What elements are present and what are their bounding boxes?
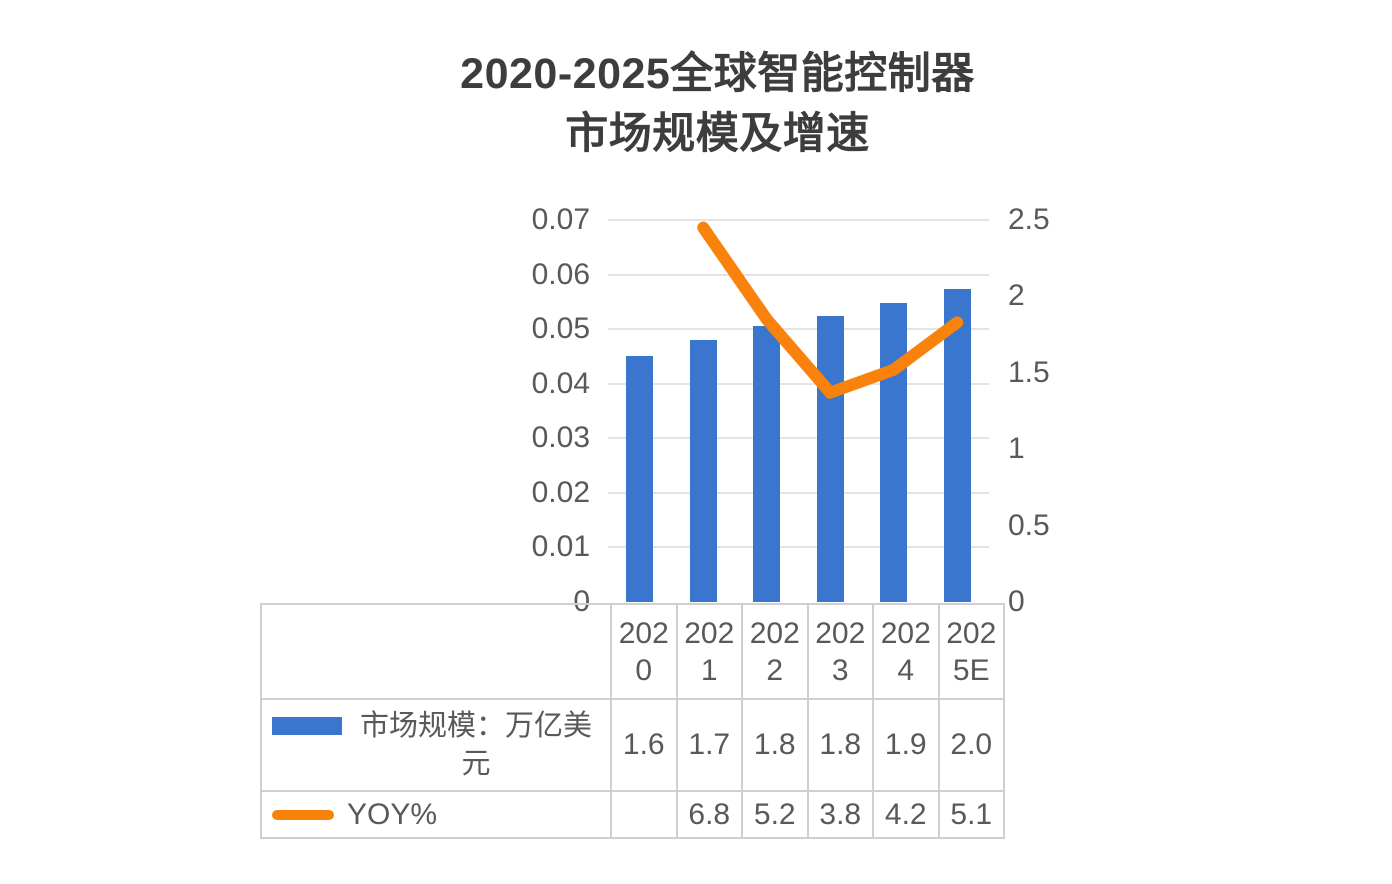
gridline <box>608 328 989 331</box>
bar-2022 <box>753 326 781 602</box>
legend-cell-yoy: YOY% <box>260 790 612 839</box>
yoy-value-2021: 6.8 <box>675 790 743 839</box>
yoy-legend-label: YOY% <box>347 797 438 831</box>
data-table: 2020 2021 2022 2023 2024 2025E 市场规模：万亿美元 1.6 1.7… <box>260 603 1005 839</box>
market-size-value-2024: 1.9 <box>872 698 940 792</box>
bar-2025E <box>943 288 971 602</box>
left-axis-tick: 0.05 <box>531 312 590 346</box>
right-axis-tick: 0.5 <box>1008 508 1050 542</box>
gridline <box>608 491 989 494</box>
chart-title-line1: 2020-2025全球智能控制器 <box>460 50 975 98</box>
yoy-value-2020 <box>610 790 678 839</box>
gridline <box>608 219 989 221</box>
category-cell-2024: 2024 <box>872 603 940 700</box>
right-axis-tick: 1 <box>1008 432 1025 466</box>
gridline <box>608 273 989 276</box>
yoy-value-2024: 4.2 <box>872 790 940 839</box>
bar-2023 <box>816 315 844 602</box>
yoy-value-2022: 5.2 <box>741 790 809 839</box>
category-cell-2021: 2021 <box>675 603 743 700</box>
gridline <box>608 437 989 440</box>
category-cell-2023: 2023 <box>806 603 874 700</box>
chart-title: 2020-2025全球智能控制器 市场规模及增速 <box>30 44 1392 164</box>
right-axis-tick: 2.5 <box>1008 203 1050 236</box>
left-axis-tick: 0.03 <box>531 421 590 455</box>
yoy-legend-swatch-icon <box>272 809 334 820</box>
yoy-value-2023: 3.8 <box>806 790 874 839</box>
yoy-value-2025E: 5.1 <box>937 790 1005 839</box>
left-axis-tick: 0.06 <box>531 257 590 291</box>
gridline <box>608 546 989 549</box>
market-size-value-2023: 1.8 <box>806 698 874 792</box>
bar-2024 <box>880 303 908 602</box>
gridline <box>608 382 989 385</box>
bar-2021 <box>689 340 717 602</box>
right-axis-tick: 2 <box>1008 279 1025 313</box>
market-size-value-2022: 1.8 <box>741 698 809 792</box>
market-size-value-2025E: 2.0 <box>937 698 1005 792</box>
market-size-legend-label: 市场规模：万亿美元 <box>359 710 592 780</box>
market-size-value-2021: 1.7 <box>675 698 743 792</box>
left-axis-tick: 0.02 <box>531 475 590 509</box>
left-axis-tick: 0.07 <box>531 203 590 236</box>
right-axis-tick: 0 <box>1008 585 1025 618</box>
left-axis-tick: 0.01 <box>531 530 590 564</box>
right-axis-tick: 1.5 <box>1008 355 1050 389</box>
market-size-value-2020: 1.6 <box>610 698 678 792</box>
bar-2020 <box>626 356 654 602</box>
category-cell-2022: 2022 <box>741 603 809 700</box>
market-size-legend-swatch-icon <box>272 717 342 735</box>
legend-cell-market-size: 市场规模：万亿美元 <box>260 698 612 792</box>
category-cell-2020: 2020 <box>610 603 678 700</box>
chart-title-line2: 市场规模及增速 <box>565 110 870 158</box>
left-axis-tick: 0.04 <box>531 366 590 400</box>
category-cell-2025E: 2025E <box>937 603 1005 700</box>
table-corner-blank <box>260 603 612 700</box>
